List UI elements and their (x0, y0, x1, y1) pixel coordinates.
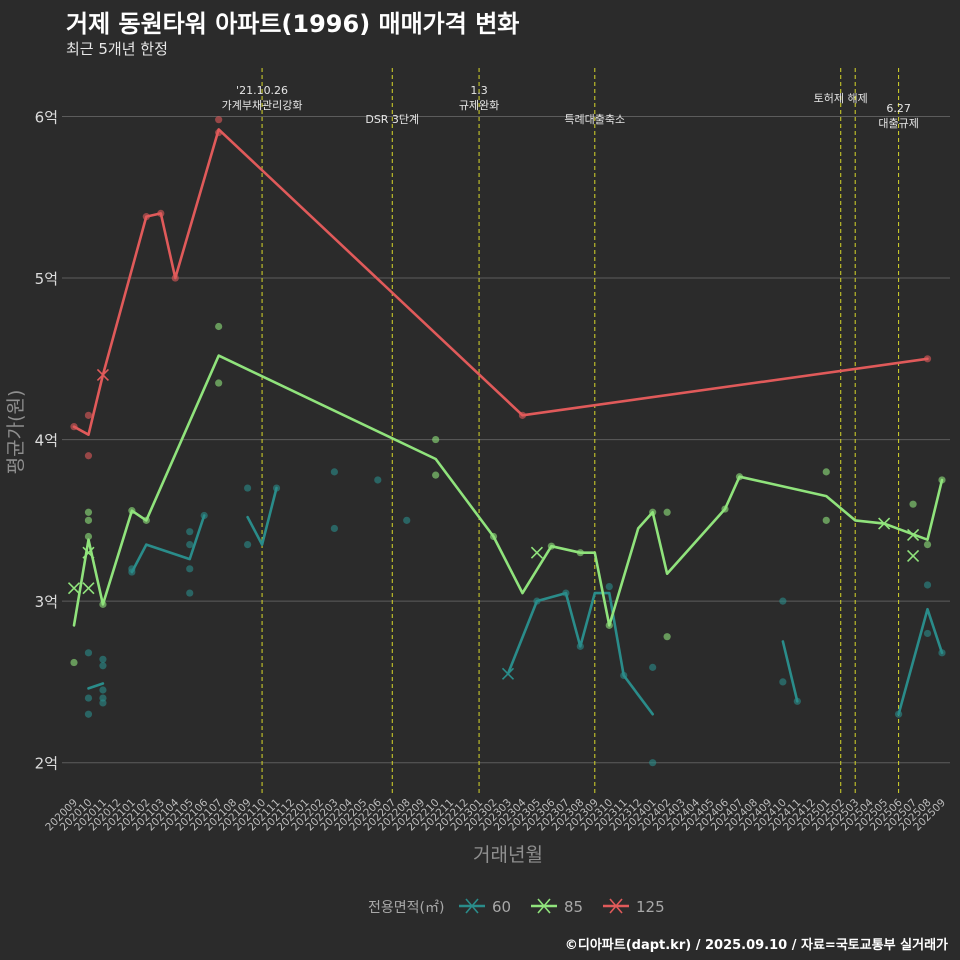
cross-marker-60 (501, 667, 515, 680)
data-point-125 (84, 411, 93, 419)
legend-swatch-cross-85 (537, 898, 551, 914)
legend-label-125: 125 (636, 898, 665, 916)
legend-label-60: 60 (492, 898, 511, 916)
data-point-85 (822, 516, 830, 524)
data-point-85 (923, 540, 932, 549)
legend-title: 전용면적(㎡) (368, 900, 444, 916)
data-point-85 (84, 532, 93, 541)
event-label: 1.3 (470, 84, 488, 97)
cross-marker-85 (530, 546, 543, 559)
cross-marker-85 (878, 517, 891, 530)
legend-swatch-cross-60 (465, 898, 479, 914)
cross-marker-85 (907, 549, 920, 562)
data-point-60 (186, 540, 194, 549)
cross-marker-85 (82, 582, 95, 595)
data-point-85 (822, 468, 830, 476)
data-point-85 (70, 658, 78, 667)
cross-marker-85 (907, 528, 920, 541)
event-label: DSR 3단계 (365, 113, 419, 126)
data-point-85 (909, 500, 917, 508)
data-point-85 (432, 471, 440, 479)
y-tick-label: 2억 (35, 755, 58, 773)
data-point-60 (84, 710, 93, 718)
cross-marker-85 (67, 582, 81, 595)
chart-title: 거제 동원타워 아파트(1996) 매매가격 변화 (66, 10, 520, 38)
data-point-85 (84, 516, 93, 524)
y-tick-label: 4억 (35, 432, 58, 450)
cross-marker-85 (82, 546, 95, 559)
data-point-60 (403, 516, 411, 524)
data-point-85 (432, 435, 440, 444)
data-point-125 (215, 116, 223, 124)
data-point-60 (186, 565, 194, 573)
y-tick-label: 6억 (35, 108, 58, 126)
series-line-60 (130, 514, 206, 574)
chart-subtitle: 최근 5개년 한정 (66, 40, 168, 58)
data-point-60 (99, 686, 107, 694)
event-label: 6.27 (886, 102, 911, 115)
data-point-60 (374, 476, 382, 484)
data-point-60 (330, 524, 338, 533)
data-point-85 (663, 508, 671, 516)
data-point-125 (84, 452, 93, 460)
x-axis-title: 거래년월 (473, 844, 543, 866)
data-point-60 (186, 589, 194, 597)
data-point-60 (84, 694, 93, 702)
data-point-60 (923, 581, 932, 589)
series-line-60 (781, 640, 799, 703)
series-line-85 (72, 354, 944, 627)
data-point-60 (779, 678, 787, 686)
legend-label-85: 85 (564, 898, 583, 916)
series-line-60 (246, 486, 278, 546)
y-axis-title: 평균가(원) (5, 390, 27, 475)
data-point-60 (99, 655, 107, 663)
data-point-85 (215, 379, 223, 387)
event-label: 규제완화 (459, 99, 499, 112)
event-label: 대출규제 (878, 117, 918, 130)
data-point-60 (244, 484, 252, 492)
cross-marker-125 (96, 368, 109, 382)
data-point-60 (779, 597, 787, 605)
event-label: 토허제 해제 (814, 91, 868, 105)
series-line-60 (506, 591, 655, 716)
data-point-85 (215, 322, 223, 331)
data-point-60 (186, 528, 194, 536)
event-label: 특례대출축소 (564, 113, 625, 126)
data-point-60 (923, 629, 932, 638)
data-point-85 (663, 633, 671, 641)
y-tick-label: 5억 (35, 270, 58, 288)
series-line-60 (87, 682, 105, 690)
data-point-60 (649, 759, 657, 767)
series-line-125 (72, 128, 929, 437)
y-tick-label: 3억 (35, 593, 58, 611)
event-label: '21.10.26 (236, 84, 288, 97)
data-point-60 (605, 582, 613, 591)
data-point-85 (84, 508, 93, 516)
data-point-60 (649, 663, 657, 671)
event-label: 가계부채관리강화 (222, 99, 303, 112)
data-point-60 (244, 540, 252, 549)
data-point-60 (330, 468, 338, 476)
legend-swatch-cross-125 (609, 898, 623, 914)
chart-caption: ©디아파트(dapt.kr) / 2025.09.10 / 자료=국토교통부 실… (564, 938, 948, 953)
data-point-60 (99, 699, 107, 707)
data-point-60 (99, 662, 107, 670)
data-point-60 (84, 649, 93, 657)
series-line-60 (897, 607, 944, 716)
